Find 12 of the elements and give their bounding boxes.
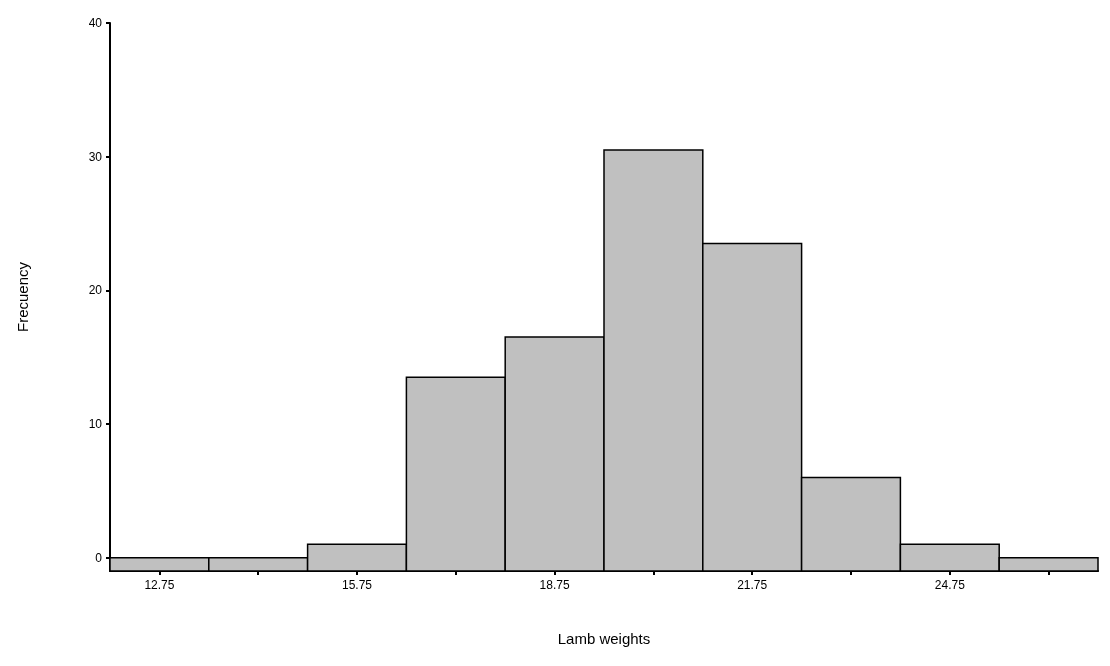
- x-tick-label: 15.75: [341, 578, 373, 592]
- y-axis-title: Frecuency: [14, 261, 31, 333]
- x-tick-label: 21.75: [737, 578, 768, 592]
- x-axis-title: Lamb weights: [557, 630, 651, 647]
- y-tick-label: 30: [88, 149, 103, 164]
- x-tick-label: 18.75: [539, 578, 570, 592]
- y-tick-label: 20: [88, 283, 103, 298]
- x-tick-label: 24.75: [934, 578, 966, 592]
- y-tick-label: 0: [95, 550, 103, 565]
- x-tick-label: 12.75: [144, 578, 175, 592]
- y-tick-label: 40: [88, 16, 103, 30]
- y-tick-label: 10: [88, 416, 103, 431]
